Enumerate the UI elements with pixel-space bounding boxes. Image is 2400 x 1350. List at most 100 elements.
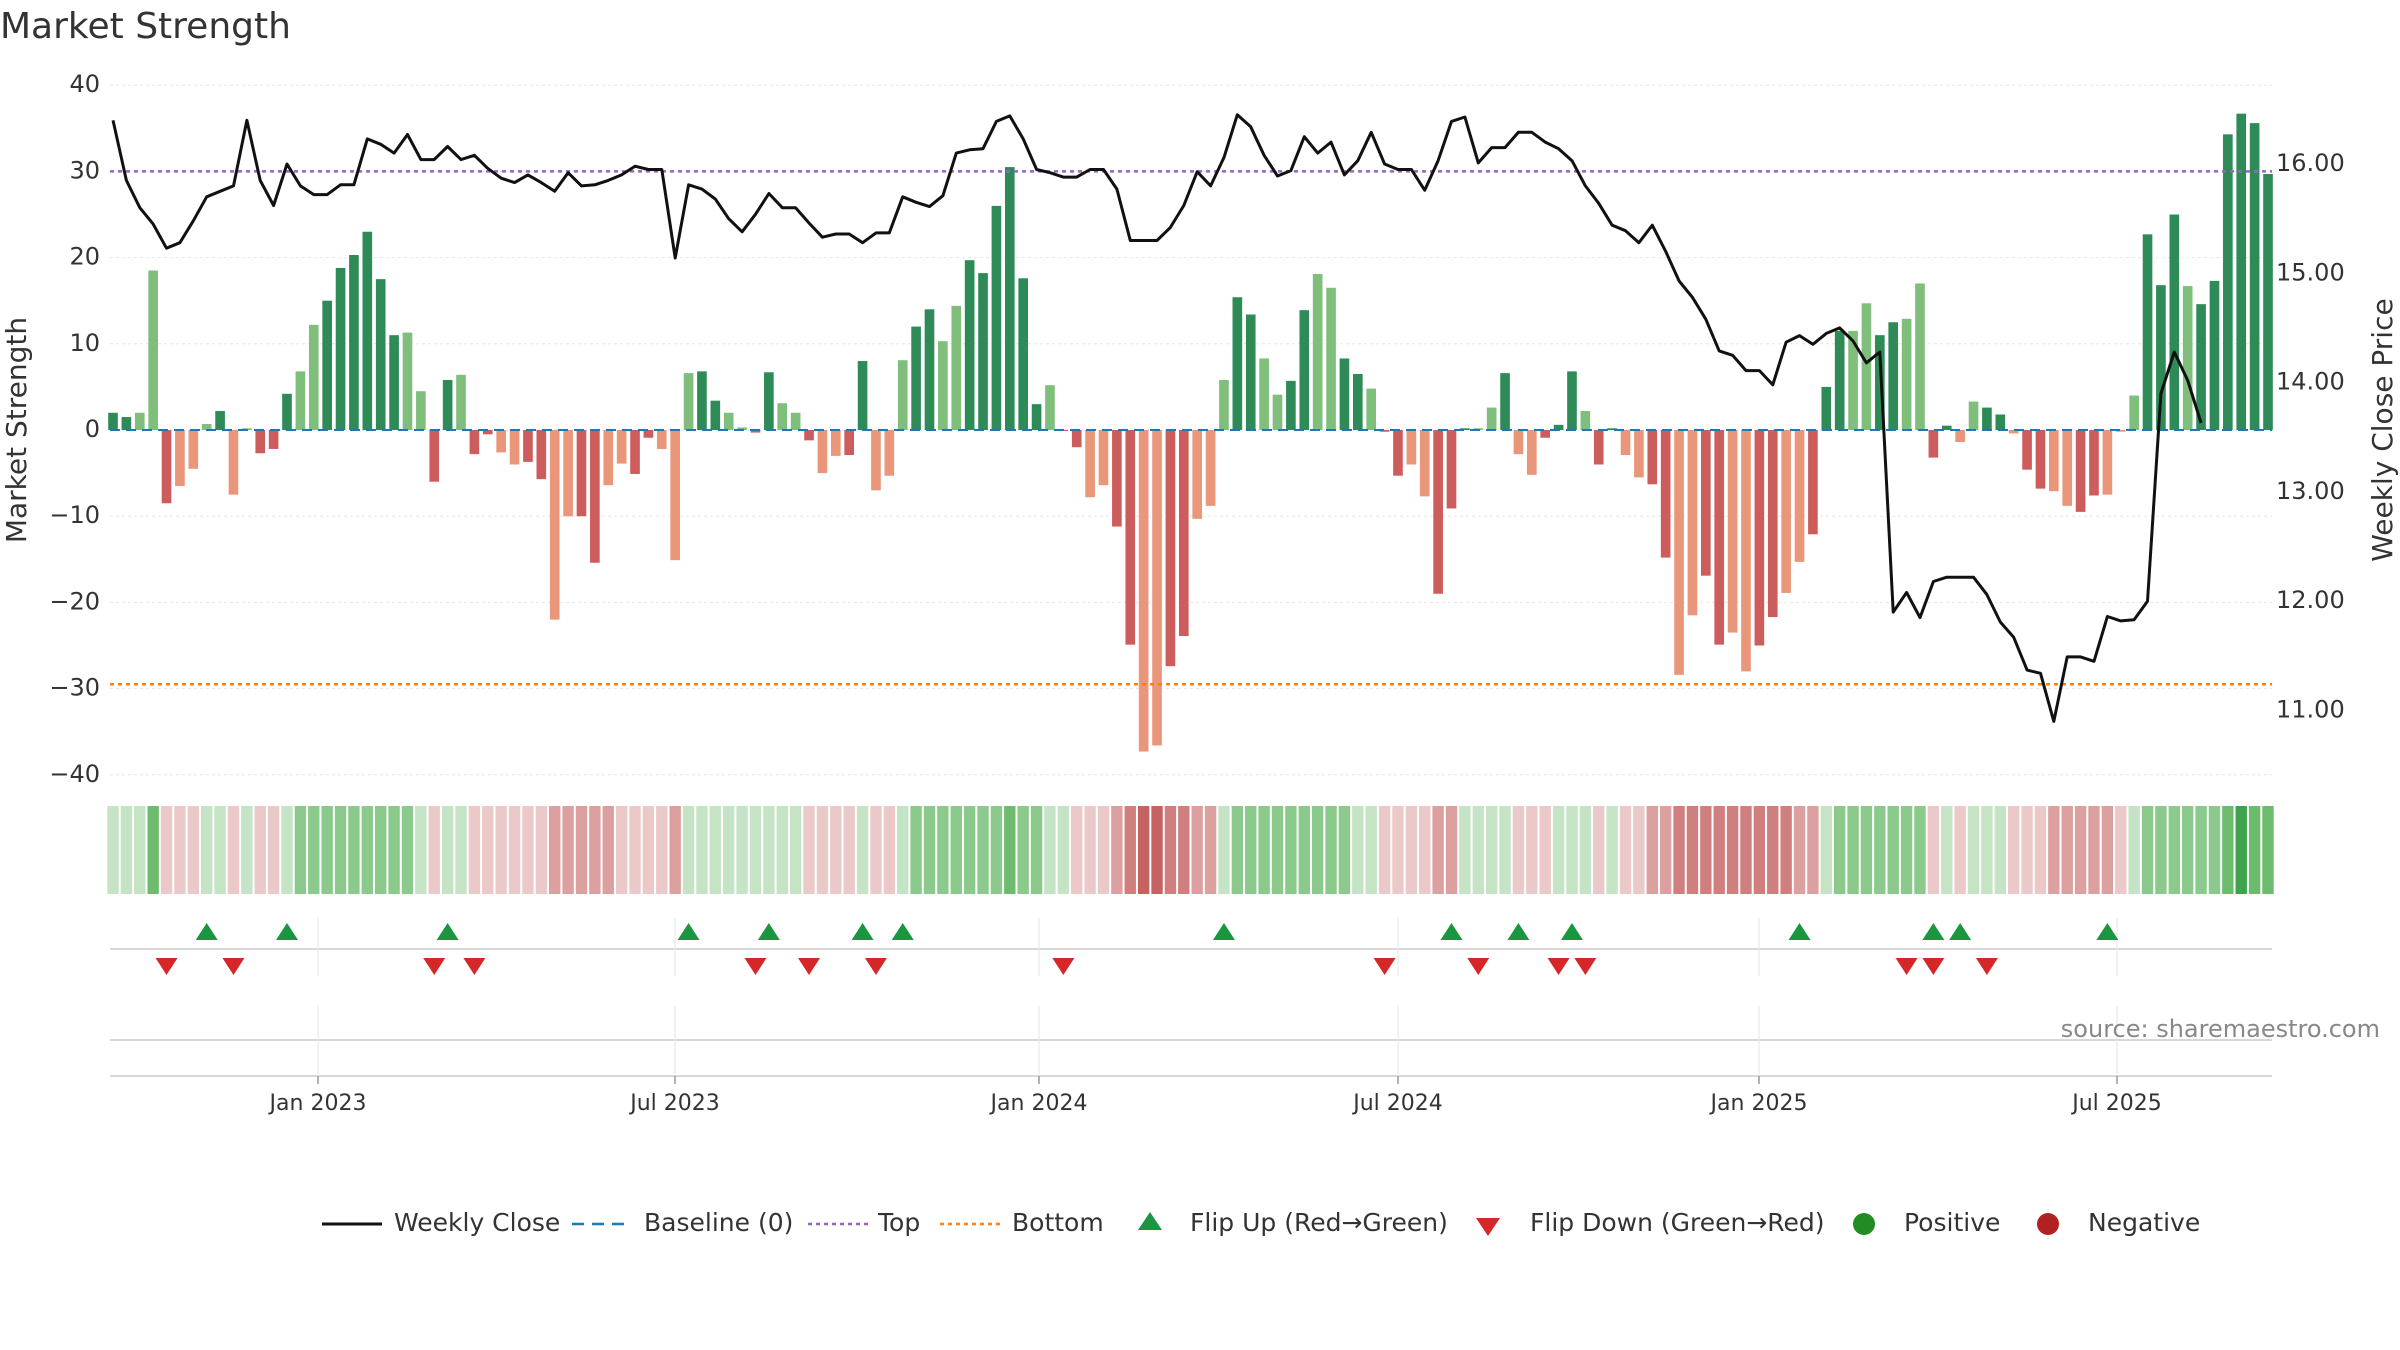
strength-bar — [215, 411, 225, 430]
legend-negative-swatch — [2037, 1213, 2059, 1235]
strength-bar — [1045, 385, 1055, 430]
regime-cell — [1994, 806, 2006, 894]
regime-cell — [361, 806, 374, 894]
strength-bar — [1888, 322, 1899, 430]
regime-cell — [2007, 806, 2020, 894]
strength-bar — [1259, 358, 1269, 430]
strength-bar — [1112, 430, 1122, 527]
regime-cell — [2248, 806, 2261, 894]
strength-bar — [2169, 214, 2180, 430]
strength-bar — [1071, 430, 1082, 448]
strength-bar — [1352, 373, 1363, 430]
regime-cell — [107, 806, 119, 894]
strength-bar — [1834, 330, 1845, 430]
strength-bar — [1513, 430, 1524, 455]
regime-cell — [120, 806, 133, 894]
strength-bar — [764, 372, 774, 430]
regime-cell — [549, 806, 561, 894]
y-tick-left: −30 — [49, 674, 100, 702]
regime-cell — [2101, 806, 2114, 894]
strength-bar — [563, 430, 573, 517]
strength-bar — [1165, 430, 1176, 667]
y-tick-right: 11.00 — [2276, 696, 2345, 724]
regime-cell — [990, 806, 1003, 894]
regime-cell — [147, 806, 159, 894]
y-tick-left: 0 — [85, 415, 100, 443]
y-tick-right: 15.00 — [2276, 258, 2345, 286]
strength-bar — [2156, 285, 2166, 430]
strength-bar — [1861, 303, 1872, 430]
regime-cell — [723, 806, 735, 894]
flip-up-marker — [1440, 923, 1463, 940]
legend-positive-swatch — [1853, 1213, 1875, 1235]
regime-cell — [294, 806, 307, 894]
regime-cell — [870, 806, 882, 894]
strength-bar — [1004, 167, 1015, 430]
flip-up-marker — [1507, 923, 1530, 940]
regime-cell — [1499, 806, 1511, 894]
legend-flip-up-label: Flip Up (Red→Green) — [1190, 1208, 1448, 1237]
regime-cell — [1847, 806, 1859, 894]
regime-cell — [642, 806, 655, 894]
strength-bar — [1339, 358, 1350, 430]
regime-cell — [1030, 806, 1043, 894]
strength-bar — [857, 361, 868, 430]
strength-bar — [750, 430, 761, 433]
strength-bar — [201, 423, 212, 430]
y-tick-right: 16.00 — [2276, 149, 2345, 177]
strength-bar — [416, 391, 426, 430]
regime-cell — [883, 806, 896, 894]
flip-down-marker — [1574, 958, 1597, 975]
strength-bar — [175, 430, 185, 487]
source-label: source: sharemaestro.com — [2061, 1015, 2380, 1043]
strength-bar — [161, 430, 172, 504]
strength-bar — [2209, 280, 2220, 430]
regime-cell — [1204, 806, 1217, 894]
regime-cell — [1459, 806, 1471, 894]
regime-cell — [2034, 806, 2047, 894]
strength-bar — [1634, 430, 1644, 478]
regime-cell — [2208, 806, 2221, 894]
regime-cell — [2115, 806, 2127, 894]
flip-down-marker — [744, 958, 767, 975]
flip-up-marker — [2096, 923, 2119, 940]
regime-cell — [267, 806, 280, 894]
strength-bar — [442, 380, 453, 430]
strength-bar — [616, 430, 627, 464]
regime-cell — [1579, 806, 1592, 894]
strength-bar — [282, 393, 292, 430]
strength-bar — [429, 430, 440, 482]
regime-cell — [308, 806, 320, 894]
strength-bar — [2008, 430, 2019, 434]
regime-cell — [1298, 806, 1310, 894]
strength-bar — [482, 430, 493, 435]
strength-bar — [2075, 430, 2086, 512]
strength-bar — [1098, 430, 1109, 486]
strength-bar — [1326, 287, 1336, 430]
strength-bar — [121, 417, 132, 430]
regime-cell — [441, 806, 454, 894]
strength-bar — [603, 430, 614, 486]
strength-bar — [2115, 430, 2126, 432]
regime-cell — [816, 806, 829, 894]
strength-bar — [871, 430, 881, 491]
strength-bar — [590, 430, 600, 563]
regime-cell — [1472, 806, 1484, 894]
strength-bar — [2022, 430, 2032, 470]
regime-cell — [1941, 806, 1953, 894]
regime-cell — [1392, 806, 1404, 894]
regime-cell — [1686, 806, 1699, 894]
flip-down-marker — [1975, 958, 1998, 975]
strength-bar — [1995, 414, 2006, 430]
regime-cell — [1017, 806, 1029, 894]
strength-bar — [1299, 310, 1310, 430]
strength-bar — [322, 300, 332, 430]
y-tick-left: 40 — [69, 70, 100, 98]
flip-down-marker — [864, 958, 887, 975]
regime-cell — [174, 806, 186, 894]
strength-bar — [1915, 283, 1925, 430]
regime-cell — [1900, 806, 1913, 894]
regime-cell — [241, 806, 253, 894]
regime-cell — [535, 806, 548, 894]
strength-bar — [830, 430, 841, 456]
